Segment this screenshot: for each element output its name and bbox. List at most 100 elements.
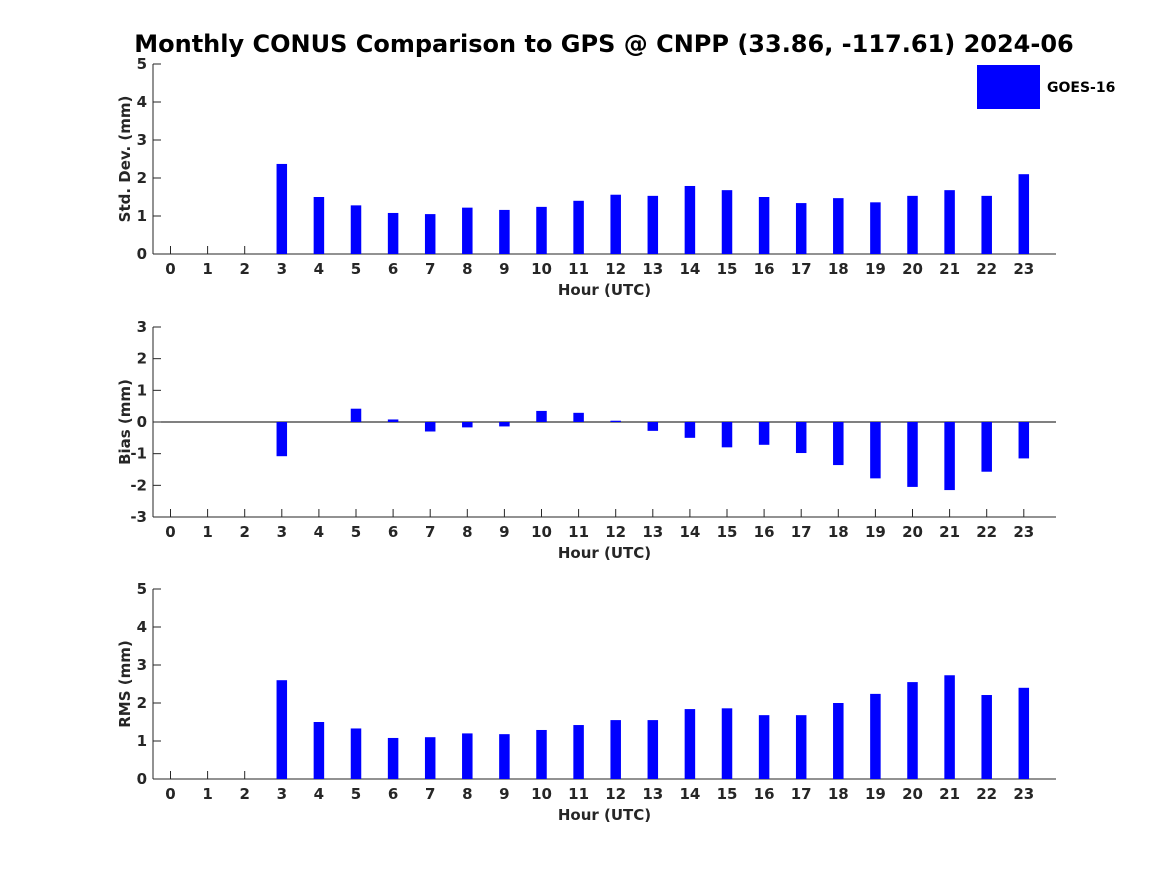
- bar-hour-8: [462, 733, 473, 779]
- bar-hour-15: [721, 708, 733, 779]
- x-tick-label: 5: [351, 785, 361, 803]
- bar-hour-20: [907, 682, 918, 779]
- y-tick-label: 3: [137, 131, 147, 149]
- bar-hour-9: [499, 209, 510, 254]
- x-tick-label: 4: [314, 523, 324, 541]
- bar-hour-22: [981, 422, 992, 472]
- y-tick-label: 1: [137, 732, 147, 750]
- y-axis-label: Std. Dev. (mm): [116, 96, 134, 223]
- x-tick-label: 7: [425, 260, 435, 278]
- bar-hour-8: [462, 207, 473, 254]
- bar-hour-5: [350, 408, 362, 422]
- bar-hour-22: [981, 695, 992, 779]
- bar-hour-4: [313, 197, 325, 254]
- y-tick-label: 0: [137, 770, 147, 788]
- y-tick-label: 0: [137, 245, 147, 263]
- bar-hour-13: [647, 422, 659, 431]
- x-tick-label: 23: [1013, 785, 1034, 803]
- x-tick-label: 22: [976, 523, 997, 541]
- bar-hour-9: [499, 422, 510, 427]
- bar-hour-12: [610, 720, 621, 779]
- bar-hour-20: [907, 422, 918, 487]
- x-tick-label: 16: [754, 260, 775, 278]
- x-tick-label: 2: [239, 260, 249, 278]
- x-tick-label: 7: [425, 785, 435, 803]
- x-axis-label: Hour (UTC): [558, 281, 651, 299]
- x-tick-label: 8: [462, 523, 472, 541]
- x-tick-label: 8: [462, 785, 472, 803]
- y-tick-label: 3: [137, 656, 147, 674]
- bar-hour-18: [833, 198, 844, 254]
- x-tick-label: 16: [754, 523, 775, 541]
- x-tick-label: 20: [902, 785, 923, 803]
- x-tick-label: 14: [679, 523, 700, 541]
- y-tick-label: 2: [137, 694, 147, 712]
- bar-hour-16: [758, 715, 770, 779]
- x-tick-label: 18: [828, 523, 849, 541]
- bar-hour-7: [424, 214, 436, 254]
- bar-hour-6: [387, 737, 399, 779]
- bar-hour-11: [573, 412, 584, 422]
- x-tick-label: 10: [531, 523, 552, 541]
- x-axis-label: Hour (UTC): [558, 806, 651, 824]
- bar-hour-14: [684, 185, 696, 254]
- bar-hour-7: [424, 422, 436, 432]
- y-axis-label: Bias (mm): [116, 379, 134, 465]
- x-tick-label: 6: [388, 523, 398, 541]
- x-tick-label: 4: [314, 785, 324, 803]
- x-tick-label: 13: [642, 260, 663, 278]
- bar-hour-23: [1018, 687, 1030, 779]
- x-tick-label: 8: [462, 260, 472, 278]
- y-tick-label: 4: [137, 93, 147, 111]
- bar-hour-16: [758, 197, 770, 254]
- x-tick-label: 9: [499, 260, 509, 278]
- x-tick-label: 13: [642, 523, 663, 541]
- x-tick-label: 1: [202, 785, 212, 803]
- y-tick-label: -1: [130, 445, 147, 463]
- bar-hour-12: [610, 420, 621, 422]
- bar-hour-16: [758, 422, 770, 445]
- x-tick-label: 19: [865, 260, 886, 278]
- x-tick-label: 12: [605, 523, 626, 541]
- x-tick-label: 1: [202, 523, 212, 541]
- y-tick-label: 5: [137, 580, 147, 598]
- bar-hour-3: [276, 680, 288, 779]
- x-tick-label: 2: [239, 785, 249, 803]
- bar-hour-6: [387, 212, 399, 254]
- bar-hour-21: [944, 675, 955, 779]
- x-tick-label: 15: [717, 523, 738, 541]
- x-tick-label: 3: [277, 260, 287, 278]
- y-tick-label: -2: [130, 476, 147, 494]
- x-tick-label: 14: [679, 785, 700, 803]
- bar-hour-17: [795, 715, 807, 779]
- bar-hour-21: [944, 422, 955, 491]
- x-tick-label: 9: [499, 523, 509, 541]
- bar-hour-5: [350, 728, 362, 779]
- bar-hour-13: [647, 195, 659, 254]
- x-tick-label: 2: [239, 523, 249, 541]
- y-axis-label: RMS (mm): [116, 640, 134, 727]
- legend-swatch: [977, 65, 1040, 109]
- x-tick-label: 17: [791, 785, 812, 803]
- x-tick-label: 15: [717, 260, 738, 278]
- bar-hour-22: [981, 195, 992, 254]
- x-tick-label: 22: [976, 260, 997, 278]
- x-tick-label: 11: [568, 523, 589, 541]
- x-tick-label: 17: [791, 260, 812, 278]
- x-tick-label: 18: [828, 260, 849, 278]
- x-tick-label: 21: [939, 523, 960, 541]
- x-tick-label: 9: [499, 785, 509, 803]
- x-tick-label: 21: [939, 785, 960, 803]
- bar-hour-17: [795, 203, 807, 254]
- x-tick-label: 3: [277, 785, 287, 803]
- bar-hour-10: [536, 729, 547, 779]
- bar-hour-19: [870, 693, 881, 779]
- bar-hour-13: [647, 720, 659, 779]
- x-tick-label: 16: [754, 785, 775, 803]
- x-tick-label: 17: [791, 523, 812, 541]
- x-tick-label: 23: [1013, 523, 1034, 541]
- x-tick-label: 13: [642, 785, 663, 803]
- x-tick-label: 11: [568, 785, 589, 803]
- y-tick-label: 1: [137, 207, 147, 225]
